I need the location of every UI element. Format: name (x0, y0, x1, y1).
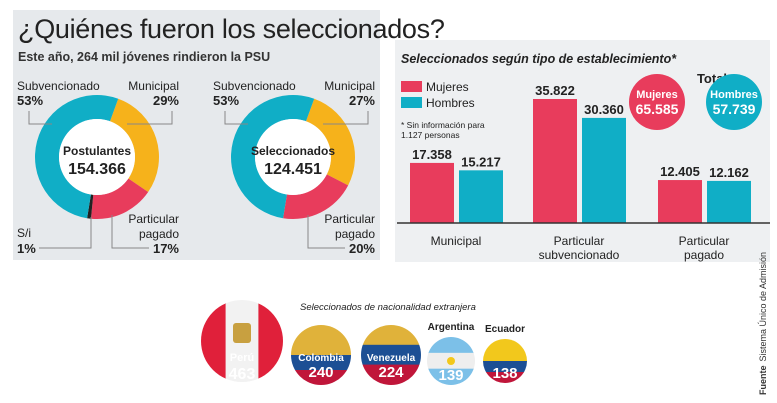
flag-stripe (483, 339, 527, 362)
bar-value-label: 12.405 (660, 164, 700, 179)
slice-value: 27% (349, 93, 375, 108)
donut-center-title: Postulantes (63, 144, 131, 158)
donut-hole (255, 119, 331, 195)
flag-stripe (427, 337, 475, 354)
bar-note: 1.127 personas (401, 130, 460, 140)
flag-stripe (361, 325, 421, 346)
bar (459, 170, 503, 223)
flag-stripe (361, 364, 421, 385)
flag-country-label: Colombia (298, 353, 344, 364)
total-value: 57.739 (713, 101, 756, 117)
flag-stripe (291, 355, 351, 371)
bar-value-label: 17.358 (412, 147, 452, 162)
slice-label: Particular (324, 212, 375, 226)
category-label: Particular (679, 234, 730, 248)
donut-center-total: 124.451 (264, 161, 322, 178)
leader-line (39, 217, 92, 249)
legend-swatch (401, 81, 422, 92)
legend-label: Mujeres (426, 80, 469, 94)
subtitle: Este año, 264 mil jóvenes rindieron la P… (18, 50, 271, 64)
slice-label: pagado (335, 227, 375, 241)
total-circle (706, 74, 762, 130)
flag-stripe (291, 325, 351, 356)
bar-value-label: 12.162 (709, 165, 749, 180)
flag-stripe (361, 344, 421, 366)
sun-icon (447, 357, 455, 365)
bar-value-label: 30.360 (584, 102, 624, 117)
donut-center-title: Seleccionados (251, 144, 335, 158)
source-text: Sistema Único de Admisión (758, 251, 768, 362)
slice-label: Subvencionado (17, 79, 100, 93)
slice-value: 53% (213, 93, 239, 108)
bar (410, 162, 454, 223)
flag-country-label: Ecuador (485, 324, 525, 335)
leader-line (224, 111, 248, 125)
slice-label: Particular (128, 212, 179, 226)
slice-label: Subvencionado (213, 79, 296, 93)
donut-center-total: 154.366 (68, 161, 126, 178)
leader-line (127, 111, 173, 125)
flag-country-label: Perú (230, 352, 254, 364)
bar (707, 180, 751, 223)
flag-stripe (201, 300, 227, 382)
bar-chart-title: Seleccionados según tipo de establecimie… (401, 52, 677, 66)
flag-stripe (427, 368, 475, 385)
flag-value: 138 (492, 365, 517, 382)
slice-label: S/i (17, 226, 31, 240)
flag-stripe (483, 361, 527, 373)
category-label: pagado (684, 248, 724, 262)
total-circle (629, 74, 685, 130)
leader-line (28, 111, 52, 125)
page-title: ¿Quiénes fueron los seleccionados? (18, 14, 445, 44)
flag-country-label: Argentina (428, 322, 475, 333)
donut-slice (109, 98, 159, 193)
donut-slice (35, 95, 119, 219)
bar-value-label: 35.822 (535, 83, 575, 98)
flag-value: 463 (229, 366, 256, 383)
total-label: Mujeres (636, 89, 678, 101)
category-label: Particular (554, 234, 605, 248)
slice-label: Municipal (324, 79, 375, 93)
leader-line (307, 215, 345, 249)
coat-of-arms-icon (233, 323, 251, 343)
flag-stripe (258, 300, 283, 382)
source-label: Fuente (758, 365, 768, 395)
donut-slice (231, 95, 315, 219)
legend-swatch (401, 97, 422, 108)
total-value: 65.585 (636, 101, 679, 117)
slice-value: 20% (349, 241, 375, 256)
total-label: Hombres (710, 89, 758, 101)
slice-label: pagado (139, 227, 179, 241)
legend-label: Hombres (426, 96, 475, 110)
donut-slice (283, 174, 349, 219)
slice-label: Municipal (128, 79, 179, 93)
slice-value: 17% (153, 241, 179, 256)
slice-value: 1% (17, 241, 36, 256)
flag-value: 240 (308, 364, 333, 381)
bar (658, 180, 702, 223)
slice-value: 53% (17, 93, 43, 108)
bar (533, 99, 577, 223)
source-note: Fuente Sistema Único de Admisión (758, 252, 768, 395)
donut-slice (90, 178, 149, 219)
bar (582, 117, 626, 223)
category-label: Municipal (431, 234, 482, 248)
flags-title: Seleccionados de nacionalidad extranjera (300, 302, 476, 313)
slice-value: 29% (153, 93, 179, 108)
category-label: subvencionado (539, 248, 620, 262)
flag-country-label: Venezuela (367, 353, 416, 364)
leader-line (323, 111, 369, 125)
flag-value: 224 (378, 364, 404, 381)
leader-line (111, 215, 149, 249)
flag-value: 139 (438, 367, 463, 384)
bar-note: * Sin información para (401, 120, 485, 130)
flag-stripe (483, 372, 527, 383)
donut-hole (59, 119, 135, 195)
donut-slice (87, 194, 94, 219)
donut-slice (305, 98, 356, 186)
bar-value-label: 15.217 (461, 154, 501, 169)
